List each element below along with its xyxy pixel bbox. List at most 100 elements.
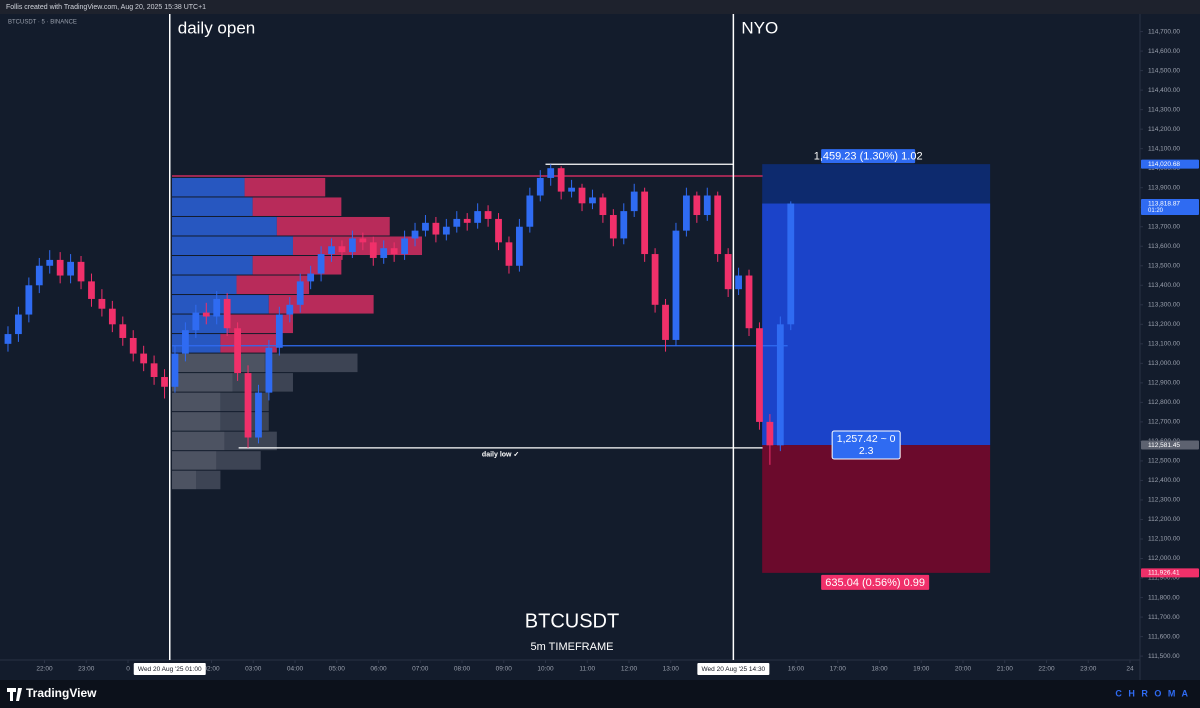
candle-body [609,215,617,239]
x-tick-label: 12:00 [621,666,638,673]
profile-buy [172,295,269,314]
profile-buy [172,373,233,392]
candle-body [683,195,690,231]
candle-body [307,273,315,282]
x-tick-label: 24 [1126,666,1134,673]
profile-buy [172,275,237,295]
y-tick-label: 112,300.00 [1148,497,1180,504]
entry-label: 2.3 [859,445,874,457]
candle-body [756,328,763,422]
candle-body [338,246,346,253]
y-tick-label: 114,500.00 [1148,67,1180,74]
x-tick-label: 04:00 [287,666,304,673]
candle-body [620,211,628,239]
profile-buy [172,470,197,490]
target-label-box [821,149,916,164]
profile-buy [172,314,229,334]
target-progress [762,203,991,446]
candle-body [192,312,200,331]
target-label: 1,459.23 (1.30%) 1.02 [814,151,923,163]
session-label: NYO [741,18,778,37]
x-tick-label: 18:00 [871,666,888,673]
candle-body [599,197,607,216]
created-note: Follis created with TradingView.com, Aug… [6,4,206,11]
candle-body [98,298,106,309]
profile-buy [172,256,253,275]
y-tick-label: 114,100.00 [1148,145,1180,152]
candle-body [526,195,534,227]
x-tick-label: 17:00 [830,666,847,673]
candle-body [766,421,774,446]
candle-body [401,238,408,255]
y-tick-label: 111,600.00 [1148,633,1180,640]
date-label-box [133,663,206,675]
x-tick-label: 05:00 [329,666,346,673]
candle-body [234,328,241,374]
candle-body [495,218,502,243]
y-tick-label: 114,300.00 [1148,106,1180,113]
candle-body [46,259,54,266]
profile-sell [292,236,423,256]
y-tick-label: 113,200.00 [1148,321,1180,328]
candle-body [641,191,649,255]
profile-sell [224,431,277,451]
profile-sell [252,256,342,275]
price-label: 111,926.41 [1148,570,1180,577]
candle-body [140,353,148,364]
candle-body [724,254,732,290]
x-tick-label: 10:00 [537,666,554,673]
candle-body [474,211,482,223]
candle-body [108,308,116,325]
candle-body [265,347,273,393]
candle-body [505,242,513,266]
candle-body [776,324,784,446]
x-tick-label: 23:00 [1080,666,1097,673]
entry-label: 1,257.42 ~ 0 [837,433,896,445]
x-tick-label: 22:00 [36,666,53,673]
top-bar [0,0,1200,14]
y-tick-label: 111,500.00 [1148,653,1180,660]
date-label: Wed 20 Aug '25 01:00 [138,666,202,673]
y-tick-label: 114,600.00 [1148,48,1180,55]
x-tick-label: 08:00 [454,666,471,673]
y-tick-label: 114,200.00 [1148,126,1180,133]
candle-body [703,195,711,216]
profile-sell [236,275,310,295]
candle-body [589,197,596,204]
candle-body [484,211,492,219]
y-tick-label: 113,900.00 [1148,184,1180,191]
x-tick-label: 11:00 [579,666,595,673]
tradingview-logo[interactable]: TradingView [26,686,97,700]
x-tick-label: 23:00 [78,666,95,673]
candle-body [453,218,461,227]
y-tick-label: 112,900.00 [1148,380,1180,387]
chart-title: BTCUSDT [525,610,619,632]
y-tick-label: 114,400.00 [1148,87,1180,94]
candle-body [15,314,22,335]
candle-body [56,259,64,276]
price-countdown: 01:20 [1148,208,1164,214]
profile-sell [276,216,390,236]
stop-label: 635.04 (0.56%) 0.99 [825,577,925,589]
profile-sell [268,295,374,314]
candle-body [369,242,377,258]
y-tick-label: 112,400.00 [1148,477,1180,484]
tradingview-icon [7,688,22,701]
price-label-box [1141,440,1199,450]
y-tick-label: 112,800.00 [1148,399,1180,406]
price-label-box [1141,568,1199,578]
candle-body [651,254,659,305]
candle-body [662,304,669,340]
candle-body [67,261,74,276]
session-label: daily open [178,18,256,37]
candle-body [745,275,753,329]
candle-body [422,222,429,231]
plot: daily low ✓ [4,163,991,573]
candle-body [77,261,85,282]
x-tick-label: 13:00 [663,666,680,673]
candle-body [150,363,158,378]
candle-body [4,334,12,344]
candle-body [630,191,638,212]
y-tick-label: 113,000.00 [1148,360,1180,367]
